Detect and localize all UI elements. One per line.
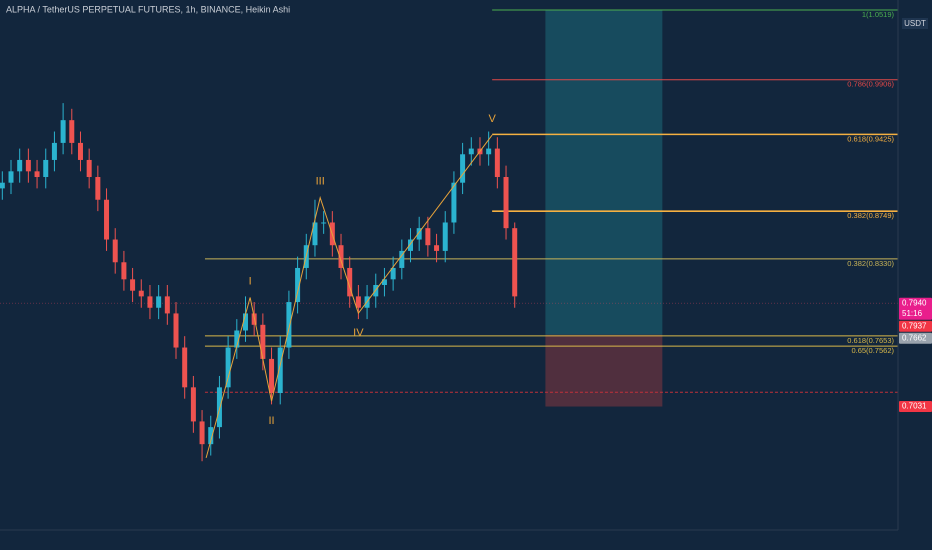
wave-line (205, 134, 493, 459)
candle-body (164, 296, 170, 314)
candle-body (173, 313, 179, 348)
overlay: 1(1.0519) 0.786(0.9906) 0.618(0.9425) 0.382… (0, 9, 898, 407)
candle-body (112, 239, 118, 263)
candle-body (25, 159, 31, 172)
candle-body (242, 313, 248, 331)
candle-body (260, 324, 266, 359)
fib-label: 0.382(0.8330) (847, 259, 894, 268)
fib-label: 1(1.0519) (862, 10, 895, 19)
candle-body (156, 296, 162, 308)
candle-body (86, 159, 92, 178)
target-zone (545, 9, 663, 335)
candle-body (486, 148, 492, 155)
candle-body (338, 245, 344, 268)
candle-body (355, 296, 361, 308)
fib-label: 0.618(0.7653) (847, 336, 894, 345)
candle-body (277, 347, 283, 394)
candle-body (234, 330, 240, 348)
candle-body (407, 239, 413, 251)
price-tag (899, 401, 932, 413)
price-tag (899, 320, 932, 332)
candle-body (381, 279, 387, 286)
price-tag-countdown: 51:16 (902, 309, 923, 318)
price-tag (899, 297, 932, 320)
candle-body (512, 228, 518, 297)
candle-body (225, 347, 231, 388)
stop-zone (545, 334, 663, 407)
candle-body (399, 250, 405, 268)
candle-body (451, 182, 457, 223)
unit-box (902, 18, 928, 29)
candle-body (121, 262, 127, 280)
wave-label: V (488, 113, 496, 125)
candle-body (442, 222, 448, 251)
candle-body (321, 222, 327, 224)
candle-body (347, 267, 353, 297)
candle-body (17, 159, 23, 172)
candle-body (43, 159, 49, 178)
candle-body (138, 290, 144, 297)
fib-label: 0.618(0.9425) (847, 134, 894, 143)
price-tag-label: 0.7662 (902, 333, 927, 342)
candle-body (286, 302, 292, 348)
candle-body (182, 347, 188, 388)
chart-title: ALPHA / TetherUS PERPETUAL FUTURES, 1h, … (6, 4, 290, 14)
wave-label: III (316, 176, 325, 188)
candle-body (312, 222, 318, 246)
candle-body (130, 279, 136, 291)
candle-body (269, 358, 275, 394)
candle-body (460, 154, 466, 183)
candle-body (434, 245, 440, 251)
candle-body (390, 267, 396, 280)
candle-body (190, 387, 196, 422)
candle-body (8, 171, 14, 183)
candle-body (494, 148, 500, 178)
candle-body (216, 387, 222, 428)
price-tag (899, 332, 932, 344)
wave-label: I (249, 275, 252, 287)
price-tag-label: 0.7031 (902, 402, 927, 411)
candle-body (147, 296, 153, 308)
wave-label: IV (353, 327, 364, 339)
axes: USDT 0.7940 51:16 0.7937 0.7662 0.7031 (899, 18, 932, 413)
candle-body (425, 228, 431, 246)
candle-body (208, 427, 214, 445)
fib-label: 0.65(0.7562) (851, 346, 894, 355)
candle-body (503, 177, 509, 229)
fib-label: 0.382(0.8749) (847, 211, 894, 220)
wave-label: II (268, 415, 274, 427)
fib-label: 0.786(0.9906) (847, 80, 894, 89)
candle-body (468, 148, 474, 155)
candle-body (0, 182, 5, 189)
axis-unit: USDT (904, 19, 926, 28)
candle-body (416, 228, 422, 240)
candle-body (51, 142, 57, 160)
candle-body (60, 120, 66, 143)
candle-body (104, 199, 110, 240)
candle-body (199, 421, 205, 445)
candle-body (295, 267, 301, 303)
candle-body (69, 120, 75, 143)
price-tag-label: 0.7937 (902, 321, 927, 330)
price-tag-label: 0.7940 (902, 298, 927, 307)
candle-body (77, 142, 83, 160)
price-axis (898, 0, 932, 550)
candle-body (95, 177, 101, 200)
candle-body (34, 171, 40, 178)
